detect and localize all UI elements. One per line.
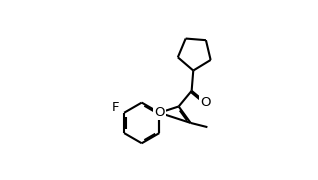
Text: O: O	[200, 96, 211, 109]
Text: O: O	[200, 96, 211, 109]
Text: O: O	[154, 106, 165, 119]
Text: O: O	[154, 106, 165, 119]
Text: F: F	[112, 101, 119, 114]
Text: F: F	[112, 101, 119, 114]
